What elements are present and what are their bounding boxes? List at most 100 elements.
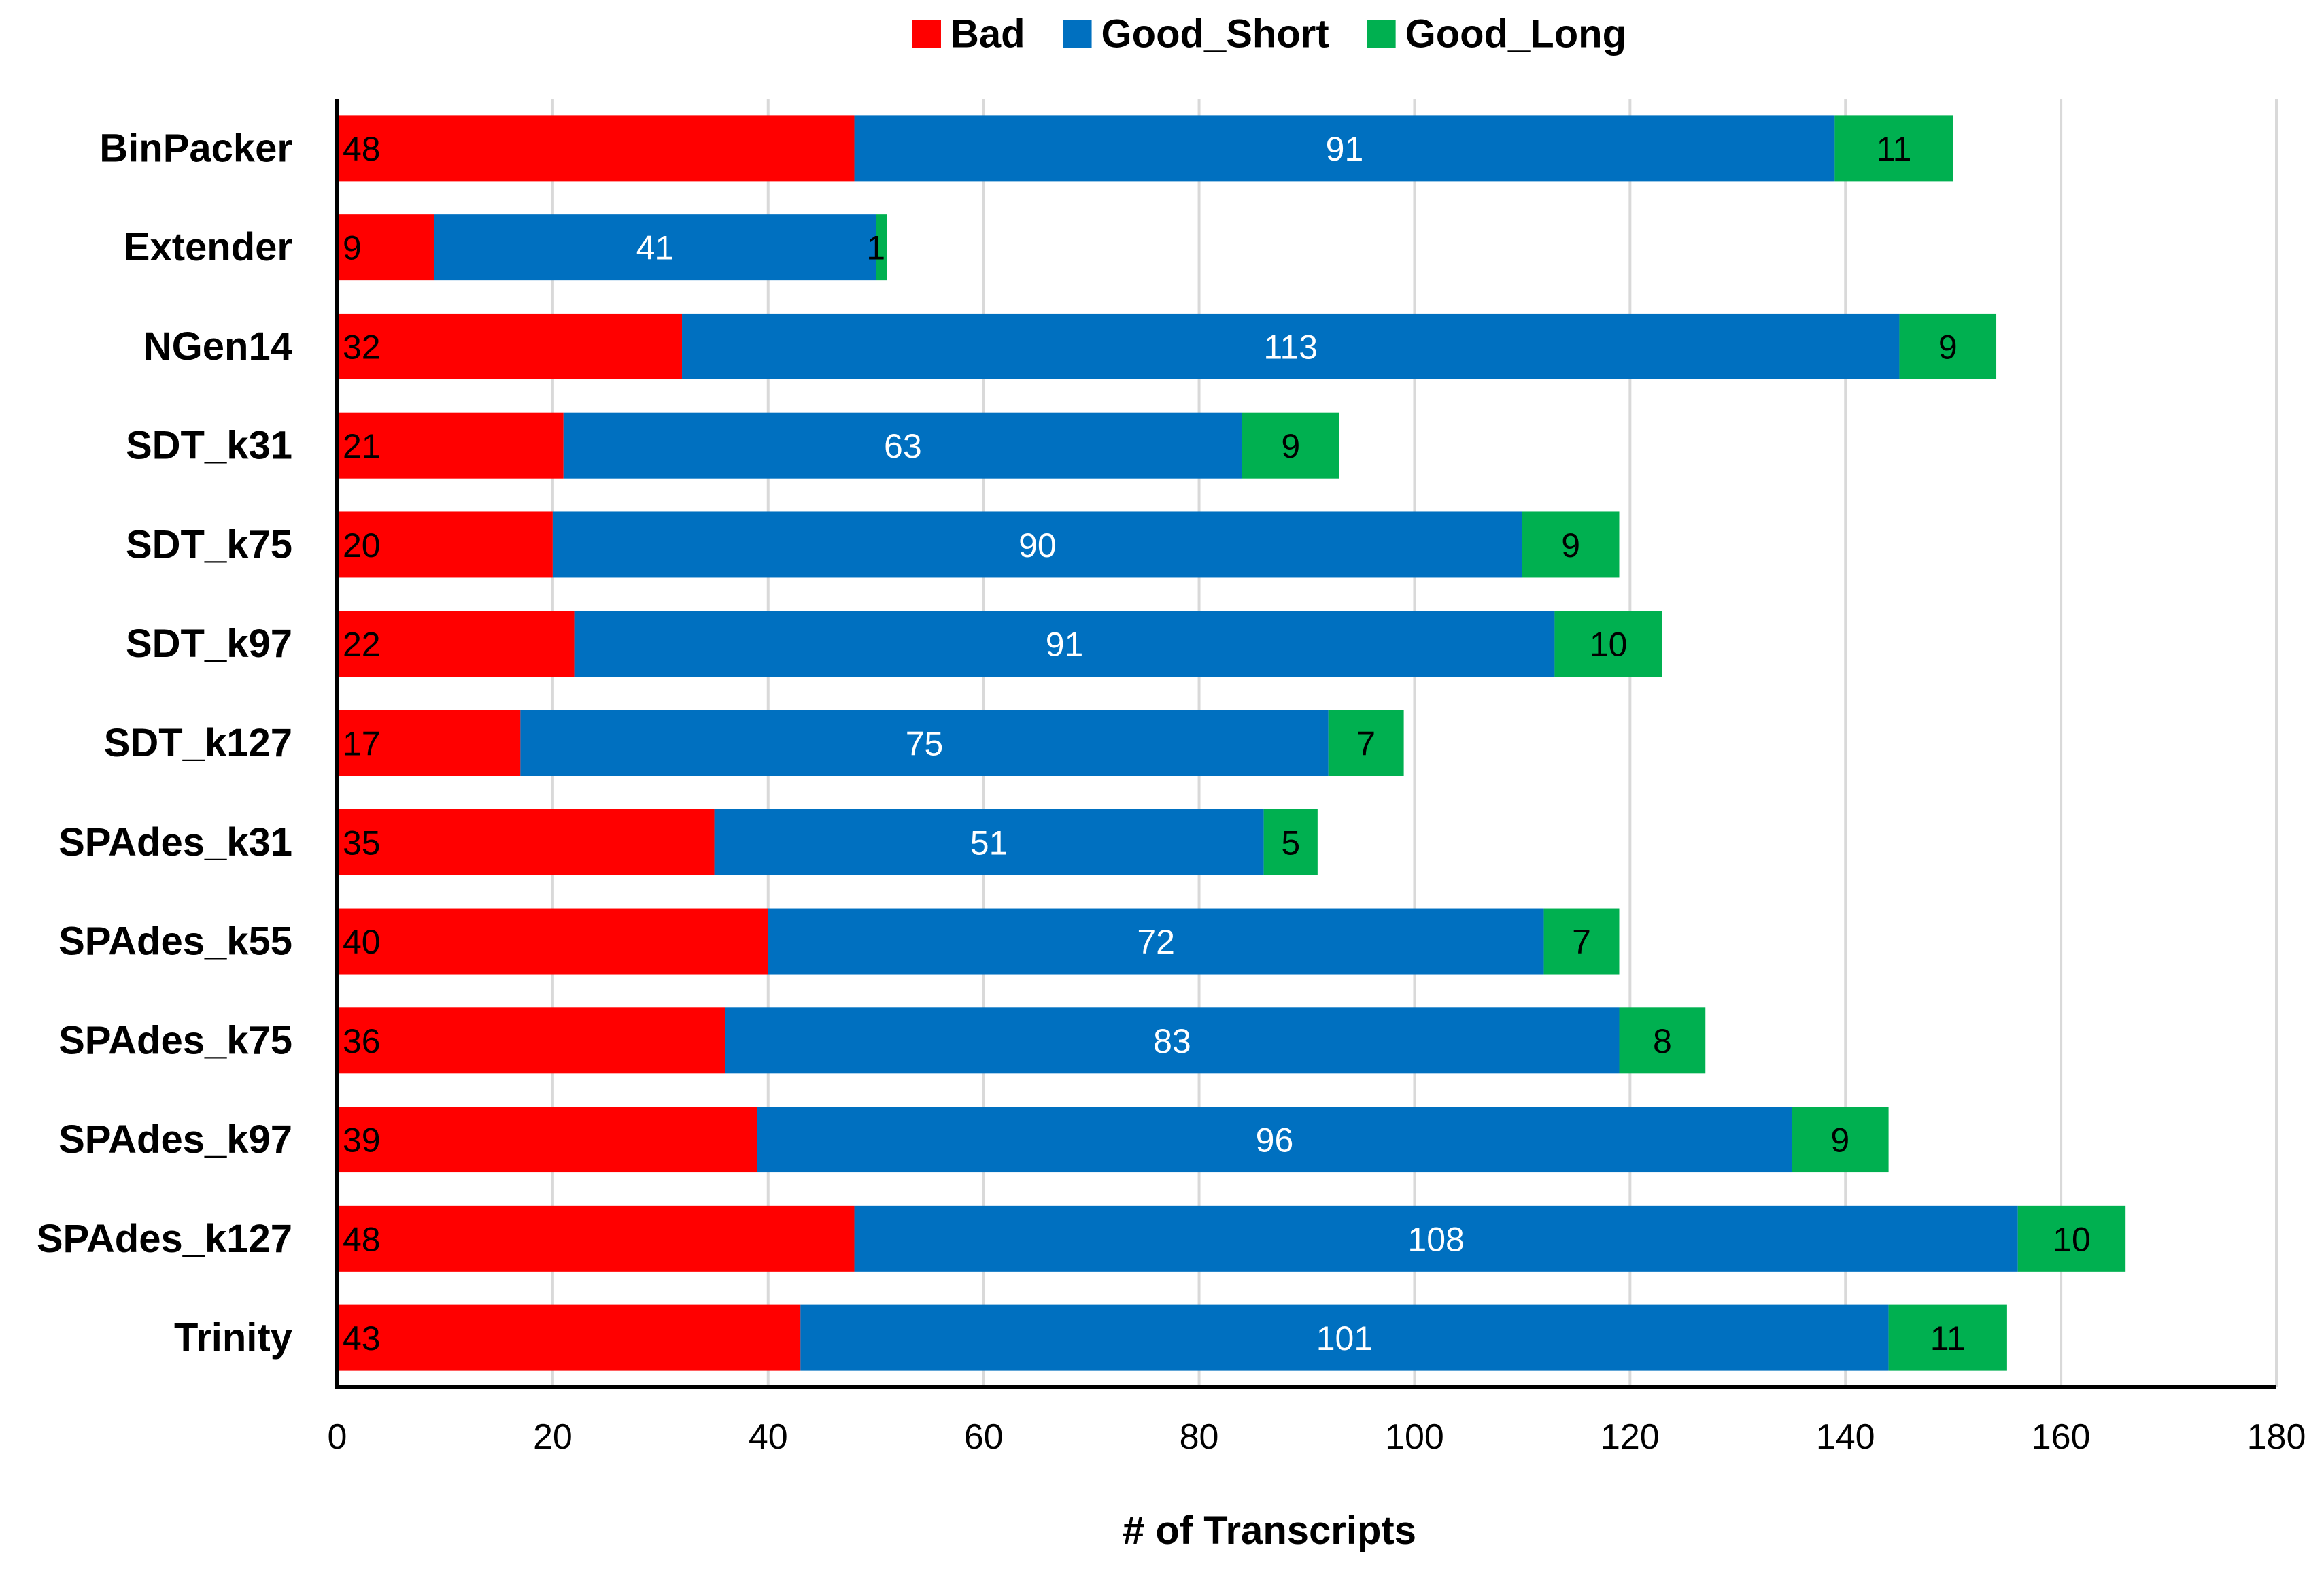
data-label-sdt-k31-good-short: 63 [884,427,922,465]
data-label-sdt-k97-good-long: 10 [1590,626,1628,664]
bar-spades-k97-bad [337,1107,757,1173]
bar-spades-k31-good-long [1263,809,1318,875]
data-label-spades-k97-good-long: 9 [1830,1121,1849,1160]
category-label-spades-k75: SPAdes_k75 [58,1018,292,1062]
bar-sdt-k31-good-long [1242,412,1339,479]
bar-spades-k75-bad [337,1007,725,1074]
x-tick-label-20: 20 [533,1417,573,1457]
bar-sdt-k31-good-short [563,412,1242,479]
bar-extender-bad [337,214,434,281]
data-label-spades-k75-good-long: 8 [1653,1022,1672,1060]
category-label-spades-k127: SPAdes_k127 [37,1217,292,1261]
legend-label-bad: Bad [951,12,1025,56]
data-label-spades-k75-good-short: 83 [1153,1022,1191,1060]
x-tick-label-100: 100 [1385,1417,1444,1457]
data-label-sdt-k97-bad: 22 [343,626,381,664]
bar-spades-k127-good-short [854,1205,2018,1272]
bar-trinity-good-long [1888,1304,2007,1371]
category-label-sdt-k75: SDT_k75 [126,522,292,567]
bar-spades-k31-good-short [714,809,1264,875]
bar-spades-k55-good-short [768,908,1544,975]
legend-label-good-long: Good_Long [1405,12,1626,56]
data-label-sdt-k127-bad: 17 [343,725,381,763]
category-label-binpacker: BinPacker [99,126,292,170]
x-tick-label-60: 60 [964,1417,1004,1457]
category-label-extender: Extender [124,225,292,269]
data-label-spades-k31-bad: 35 [343,824,381,862]
legend-label-good-short: Good_Short [1101,12,1329,56]
data-label-ngen14-good-short: 113 [1263,328,1318,366]
legend: Bad Good_Short Good_Long [912,12,1626,56]
bar-sdt-k31-bad [337,412,564,479]
x-tick-label-180: 180 [2247,1417,2306,1457]
data-label-extender-good-long: 1 [866,229,885,267]
data-label-sdt-k97-good-short: 91 [1046,626,1084,664]
bar-spades-k55-good-long [1543,908,1620,975]
data-label-extender-good-short: 41 [636,229,674,267]
legend-swatch-good-long [1367,20,1396,48]
bar-trinity-bad [337,1304,801,1371]
bar-spades-k127-bad [337,1205,855,1272]
data-label-sdt-k31-good-long: 9 [1281,427,1300,465]
category-label-spades-k55: SPAdes_k55 [58,920,292,964]
legend-swatch-good-short [1063,20,1092,48]
data-label-spades-k55-bad: 40 [343,923,381,961]
bar-sdt-k97-good-short [574,611,1555,677]
data-label-spades-k31-good-long: 5 [1281,824,1300,862]
x-tick-label-140: 140 [1816,1417,1875,1457]
category-label-spades-k97: SPAdes_k97 [58,1117,292,1162]
data-label-spades-k31-good-short: 51 [970,824,1008,862]
bar-extender-good-short [434,214,876,281]
bar-ngen14-bad [337,313,683,379]
category-label-ngen14: NGen14 [143,324,292,369]
x-tick-label-80: 80 [1180,1417,1219,1457]
bar-spades-k97-good-long [1792,1107,1889,1173]
bar-spades-k75-good-long [1619,1007,1706,1074]
bar-sdt-k97-bad [337,611,575,677]
legend-swatch-bad [912,20,941,48]
bar-sdt-k75-bad [337,511,553,578]
bar-binpacker-good-short [854,115,1835,182]
bar-sdt-k127-good-short [520,710,1329,776]
data-label-extender-bad: 9 [343,229,362,267]
data-label-sdt-k127-good-short: 75 [906,725,944,763]
data-label-sdt-k75-good-short: 90 [1019,526,1057,564]
data-label-binpacker-bad: 48 [343,130,381,168]
data-label-trinity-good-short: 101 [1316,1319,1373,1357]
bar-binpacker-good-long [1834,115,1953,182]
data-label-trinity-bad: 43 [343,1319,381,1357]
x-tick-labels: 0 20 40 60 80 100 120 140 160 180 [328,1417,2306,1457]
category-label-sdt-k97: SDT_k97 [126,622,292,666]
bar-sdt-k75-good-long [1522,511,1620,578]
data-label-binpacker-good-long: 11 [1877,130,1912,168]
bar-ngen14-good-short [682,313,1900,379]
category-label-sdt-k31: SDT_k31 [126,424,292,468]
category-labels: BinPacker Extender NGen14 SDT_k31 SDT_k75 SDT… [37,126,292,1360]
data-label-sdt-k127-good-long: 7 [1356,725,1375,763]
data-label-spades-k75-bad: 36 [343,1022,381,1060]
bar-sdt-k127-good-long [1328,710,1404,776]
x-tick-label-160: 160 [2032,1417,2091,1457]
x-tick-label-120: 120 [1601,1417,1660,1457]
category-label-trinity: Trinity [174,1316,292,1360]
data-label-sdt-k75-bad: 20 [343,526,381,564]
bar-sdt-k97-good-long [1554,611,1662,677]
bar-trinity-good-short [800,1304,1889,1371]
gridlines [551,99,2278,1387]
bar-spades-k97-good-short [757,1107,1792,1173]
data-label-spades-k97-bad: 39 [343,1121,381,1160]
x-tick-label-40: 40 [749,1417,788,1457]
axes [335,99,2276,1389]
bar-sdt-k127-bad [337,710,521,776]
data-label-trinity-good-long: 11 [1930,1319,1966,1357]
category-label-spades-k31: SPAdes_k31 [58,820,292,864]
data-label-spades-k127-bad: 48 [343,1220,381,1258]
data-label-binpacker-good-short: 91 [1326,130,1364,168]
data-label-sdt-k75-good-long: 9 [1561,526,1580,564]
data-label-ngen14-bad: 32 [343,328,381,366]
bar-spades-k127-good-long [2017,1205,2126,1272]
bar-spades-k75-good-short [725,1007,1620,1074]
data-label-spades-k55-good-long: 7 [1572,923,1591,961]
data-label-spades-k55-good-short: 72 [1137,923,1175,961]
